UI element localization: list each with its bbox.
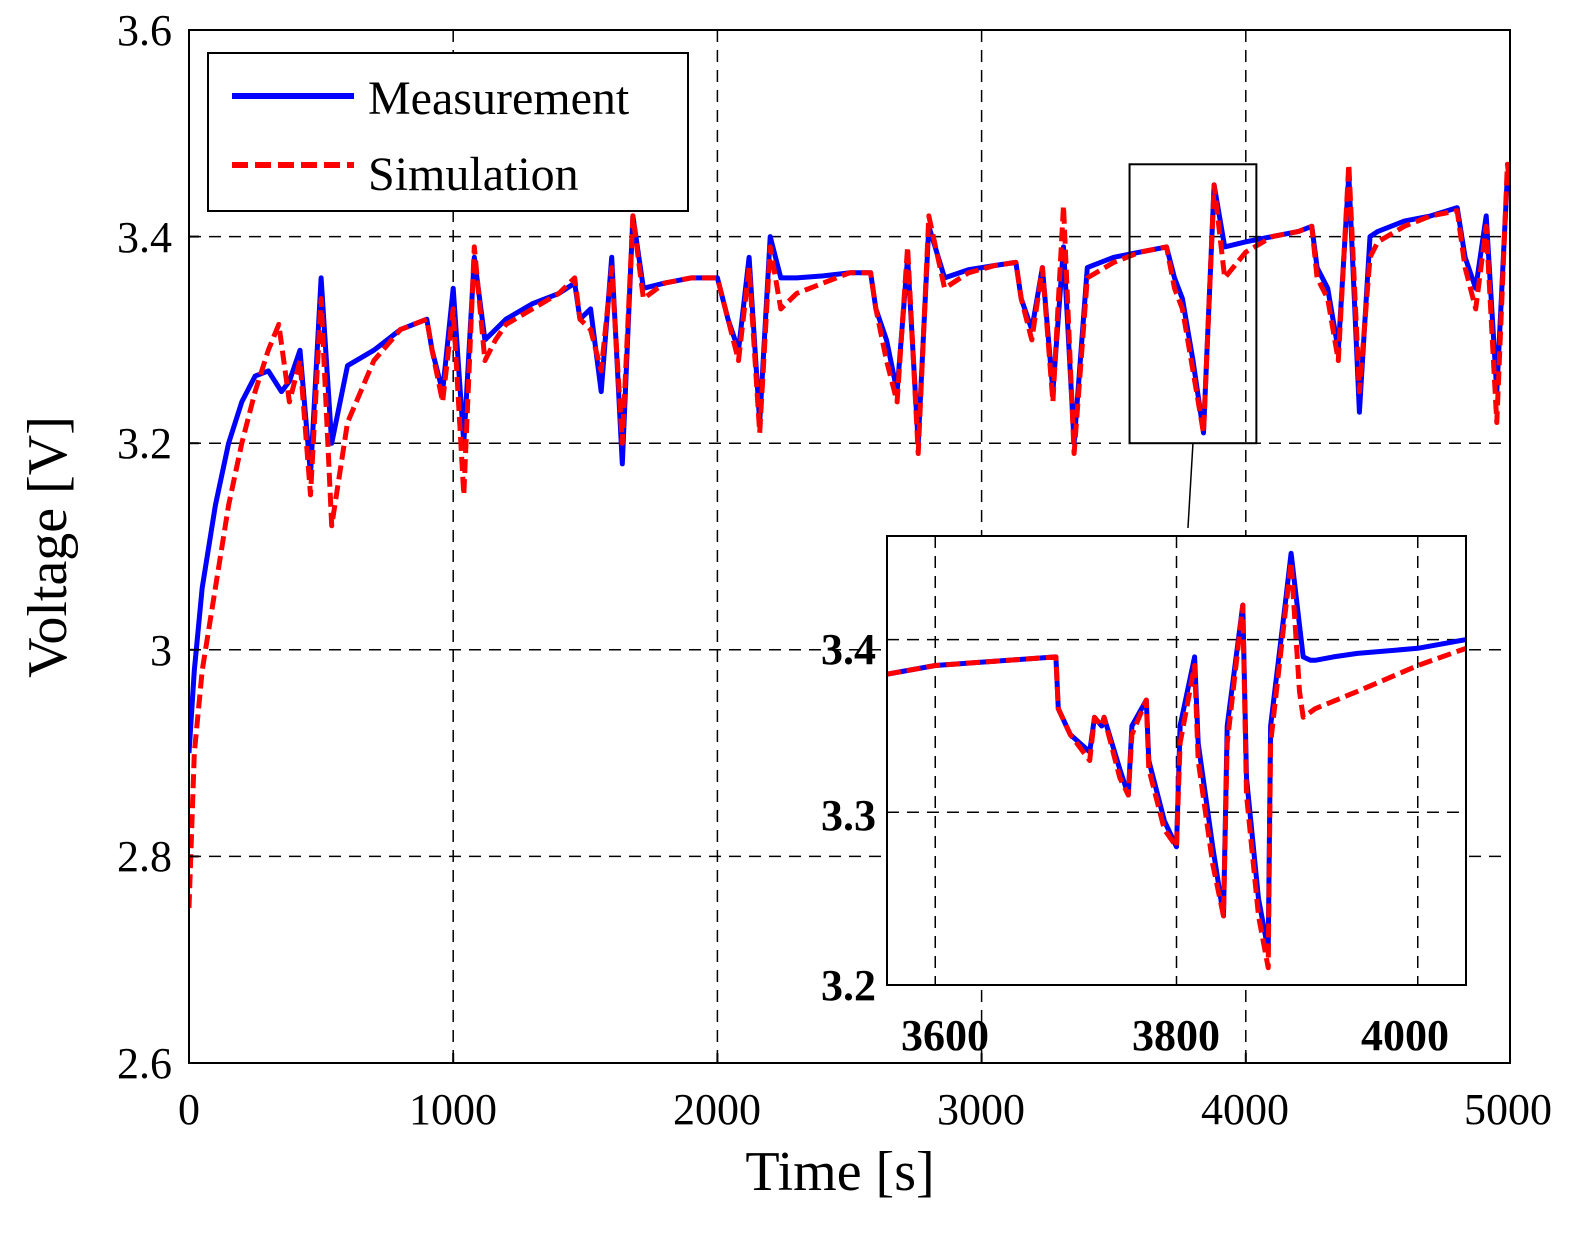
main-y-tick-label: 3 [150,626,172,675]
main-y-tick-label: 2.6 [117,1039,172,1088]
inset-y-tick-label: 3.2 [821,961,876,1010]
inset-series-group [887,550,1466,971]
main-x-tick-label: 2000 [673,1085,761,1134]
main-ticks [188,29,1511,1064]
zoom-connector-line [1187,443,1194,529]
main-y-tick-labels: 2.6 2.8 3 3.2 3.4 3.6 [117,6,172,1088]
inset-plot-frame [886,535,1467,986]
main-x-tick-label: 1000 [409,1085,497,1134]
main-series-group [189,161,1510,909]
main-plot-frame [188,29,1511,1064]
series-line-simulation [887,559,1466,971]
legend-label-measurement: Measurement [368,72,630,125]
inset-x-tick-label: 4000 [1361,1011,1449,1060]
series-line-simulation [189,161,1510,909]
main-y-tick-label: 2.8 [117,832,172,881]
inset-x-tick-label: 3800 [1132,1011,1220,1060]
legend-label-simulation: Simulation [368,148,579,201]
legend-box [207,52,689,212]
inset-x-tick-label: 3600 [901,1011,989,1060]
inset-y-tick-label: 3.3 [821,791,876,840]
main-x-tick-label: 4000 [1201,1085,1289,1134]
main-y-tick-label: 3.2 [117,419,172,468]
main-y-tick-label: 3.6 [117,6,172,55]
main-y-tick-label: 3.4 [117,213,172,262]
inset-x-tick-labels: 3600 3800 4000 [901,1011,1449,1060]
inset-y-tick-labels: 3.2 3.3 3.4 [821,625,876,1010]
main-x-tick-label: 5000 [1464,1085,1552,1134]
x-axis-title: Time [s] [745,1141,934,1203]
y-axis-title: Voltage [V] [17,416,79,678]
main-x-tick-labels: 0 1000 2000 3000 4000 5000 [178,1085,1552,1134]
main-x-tick-label: 0 [178,1085,200,1134]
main-x-tick-label: 3000 [937,1085,1025,1134]
legend: Measurement Simulation [207,52,689,212]
inset-y-tick-label: 3.4 [821,625,876,674]
